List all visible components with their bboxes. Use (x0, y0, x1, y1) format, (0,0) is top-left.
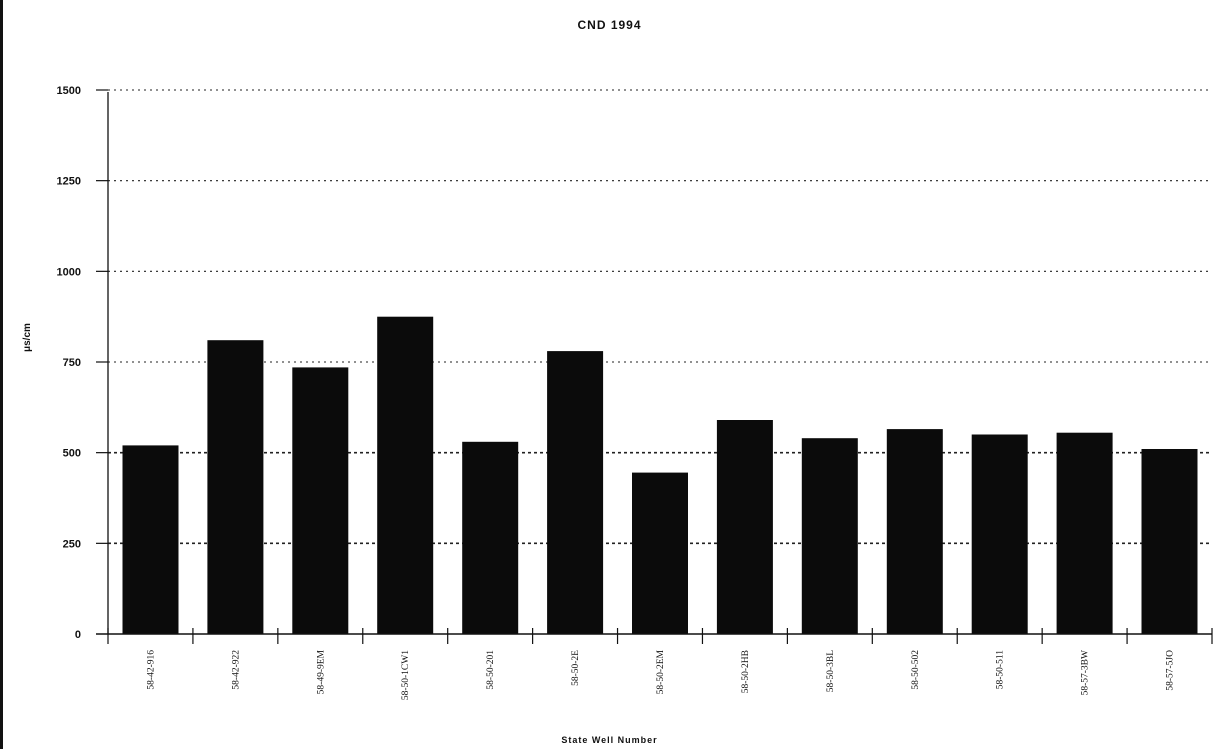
x-tick-label-58-50-1CW1: 58-50-1CW1 (401, 650, 411, 700)
y-tick-labels: 0 250 500 750 1000 1250 1500 (57, 85, 81, 641)
y-tick-label-1500: 1500 (57, 85, 81, 97)
scan-edge (0, 0, 3, 749)
bars (122, 316, 1198, 634)
bar-58-50-1CW1 (377, 316, 434, 634)
bar-58-42-916 (122, 445, 179, 634)
x-tick-label-58-50-502: 58-50-502 (911, 650, 921, 690)
x-tick-label-58-50-2HB: 58-50-2HB (741, 650, 751, 693)
y-tick-label-250: 250 (63, 538, 81, 550)
x-tick-label-58-50-3BL: 58-50-3BL (826, 650, 836, 692)
y-tick-label-500: 500 (63, 448, 81, 460)
x-tick-label-58-49-9EM: 58-49-9EM (316, 649, 326, 694)
x-axis-label: State Well Number (561, 735, 658, 745)
axes (96, 89, 1213, 644)
chart-title: CND 1994 (577, 18, 642, 32)
x-tick-label-58-50-2EM: 58-50-2EM (656, 649, 666, 694)
x-tick-label-58-50-511: 58-50-511 (996, 650, 1006, 689)
bar-58-42-922 (207, 340, 264, 634)
y-tick-label-1000: 1000 (57, 266, 81, 278)
bar-58-50-3BL (801, 438, 858, 634)
bar-58-50-201 (462, 441, 519, 634)
x-tick-label-58-57-5JO: 58-57-5JO (1166, 650, 1176, 691)
bar-58-57-3BW (1056, 432, 1113, 634)
x-tick-label-58-57-3BW: 58-57-3BW (1081, 650, 1091, 695)
x-tick-labels: 58-42-916 58-42-922 58-49-9EM 58-50-1CW1 58-… (147, 649, 1176, 700)
bar-58-50-511 (971, 434, 1028, 634)
bar-58-50-2HB (716, 420, 773, 634)
bar-58-49-9EM (292, 367, 349, 634)
x-tick-label-58-50-201: 58-50-201 (486, 650, 496, 690)
y-tick-label-750: 750 (63, 357, 81, 369)
x-tick-label-58-42-922: 58-42-922 (231, 650, 241, 690)
y-tick-label-1250: 1250 (57, 176, 81, 188)
bar-58-57-5JO (1141, 449, 1198, 634)
bar-58-50-2E (547, 351, 604, 634)
x-tick-label-58-50-2E: 58-50-2E (571, 650, 581, 686)
y-tick-label-0: 0 (75, 629, 81, 641)
x-tick-label-58-42-916: 58-42-916 (147, 650, 157, 690)
bar-58-50-2EM (632, 472, 688, 634)
bar-58-50-502 (886, 429, 943, 634)
